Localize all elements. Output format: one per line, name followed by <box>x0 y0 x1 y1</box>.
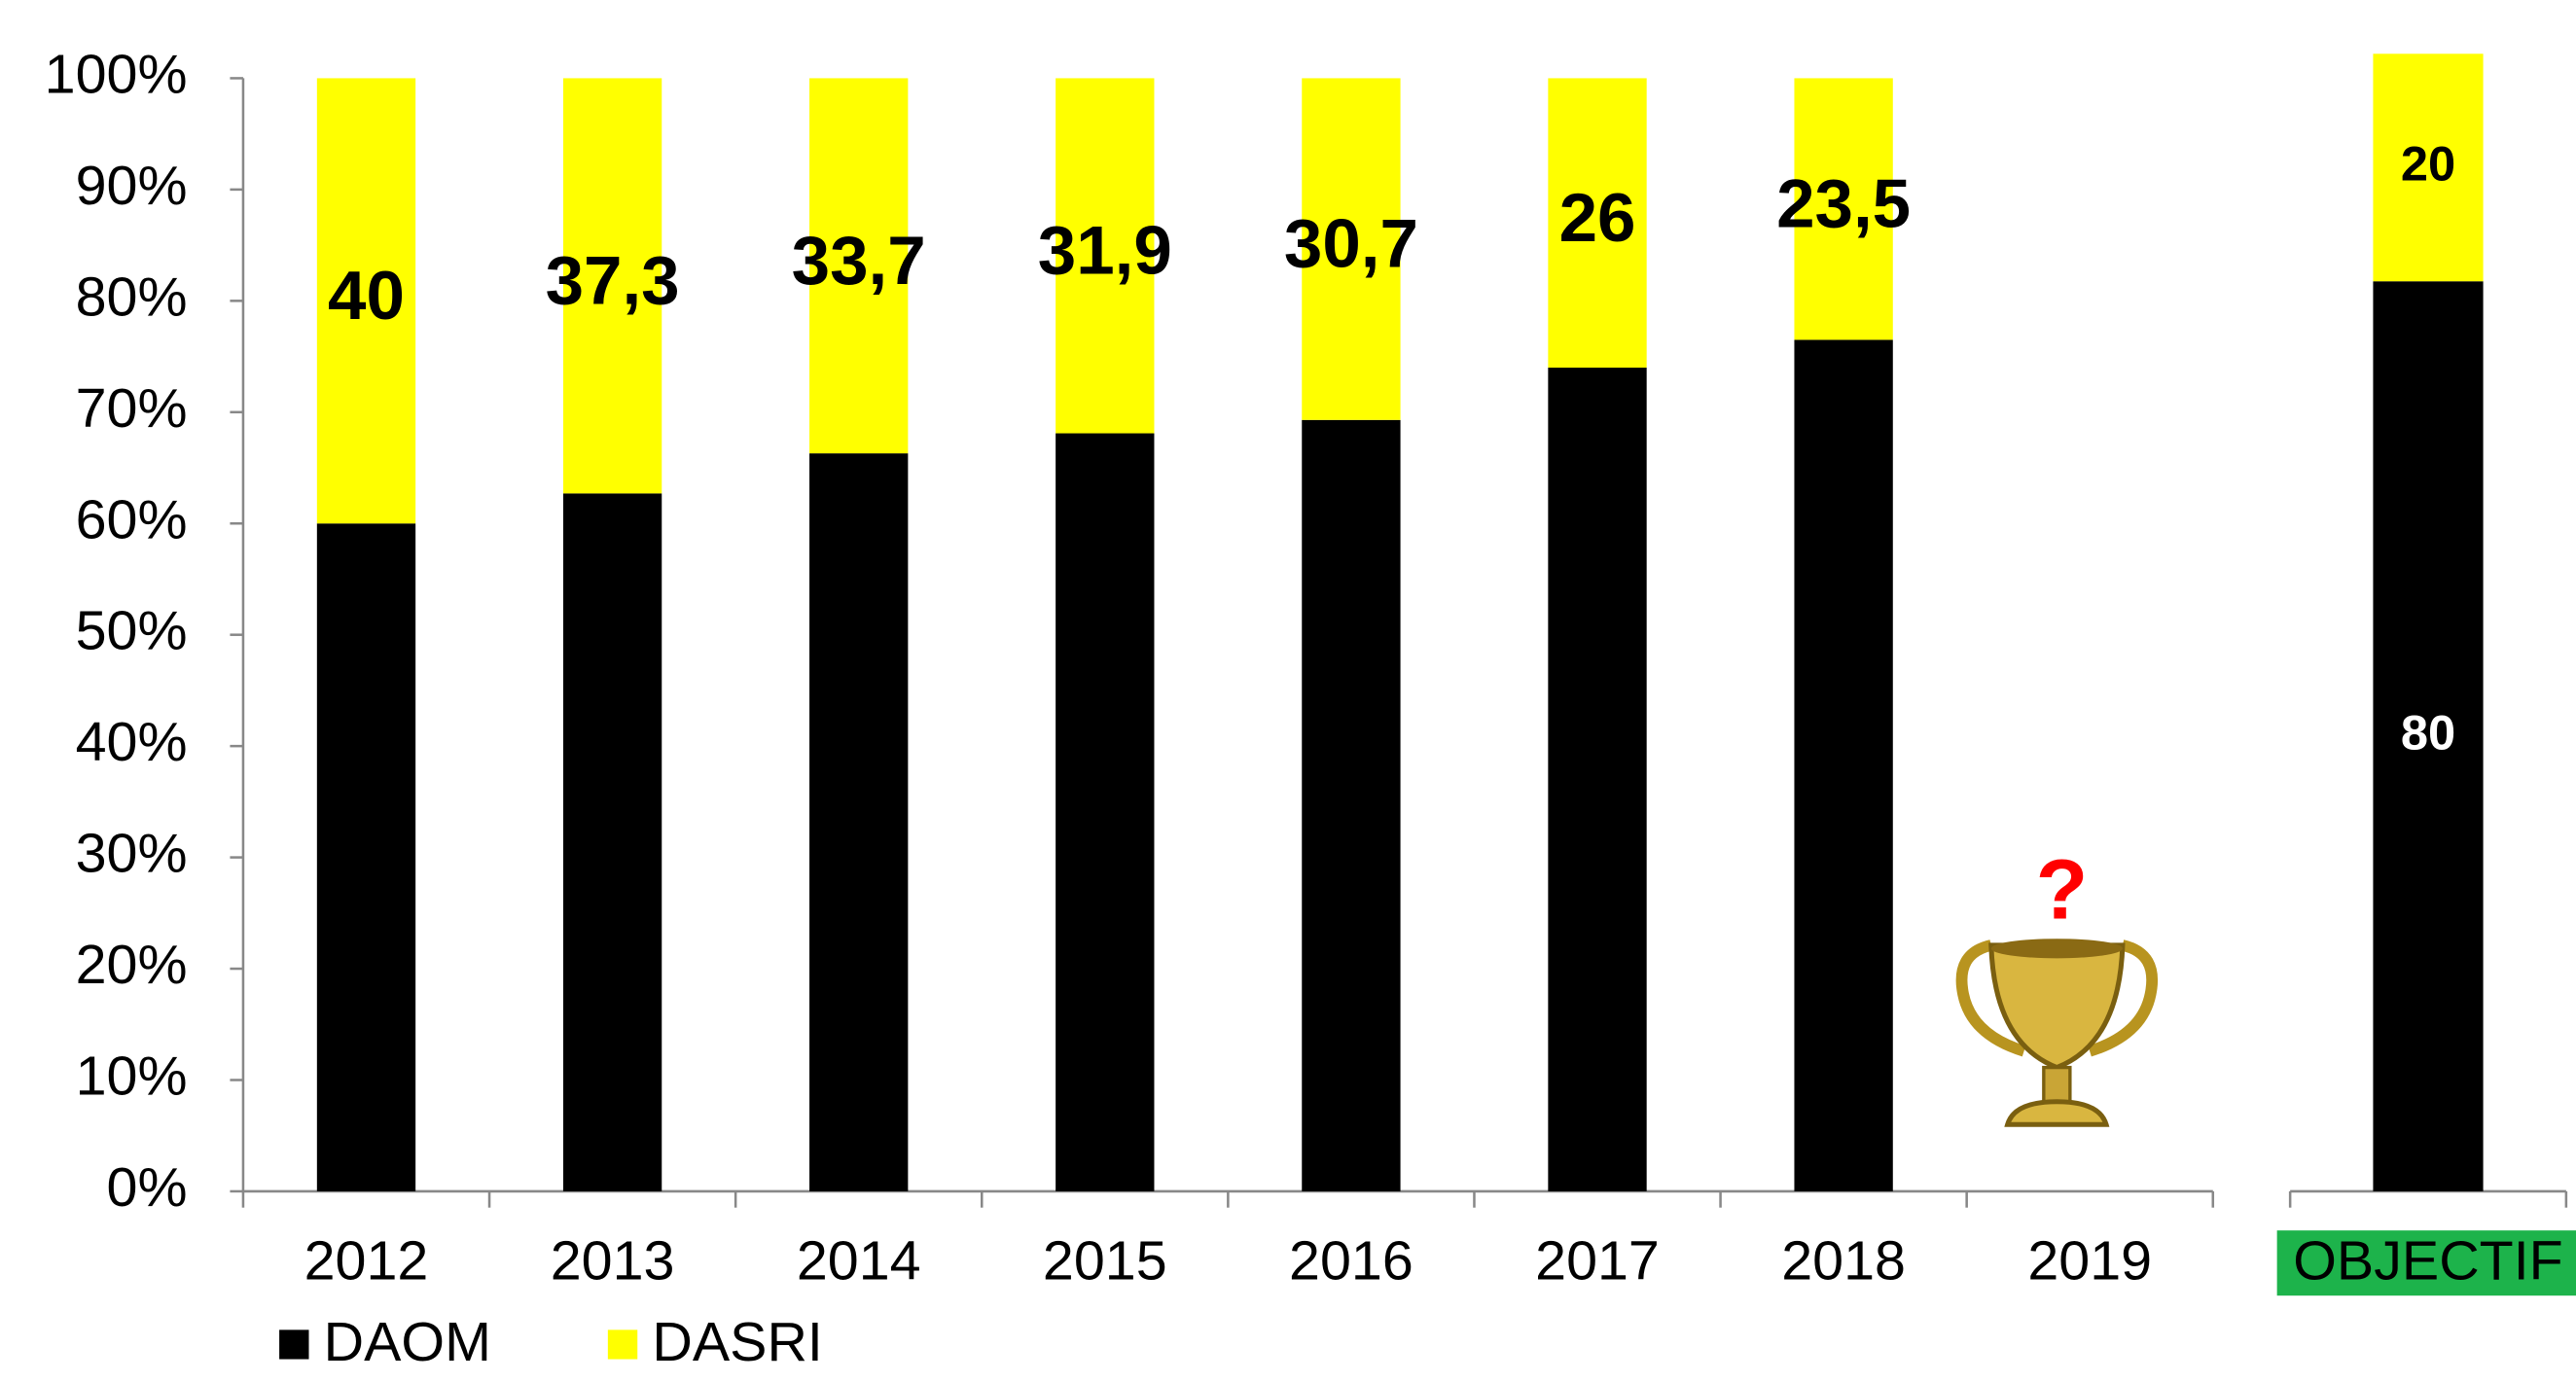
y-tick-label: 0% <box>107 1156 188 1219</box>
y-tick-label: 60% <box>76 488 188 550</box>
data-label: 26 <box>1559 179 1636 256</box>
trophy-base <box>2008 1102 2106 1124</box>
x-tick-label: 2018 <box>1781 1230 1906 1293</box>
x-tick-label: 2014 <box>797 1230 921 1293</box>
x-tick-label: 2012 <box>304 1230 429 1293</box>
data-label: 80 <box>2401 705 2455 761</box>
chart: 0% 10% 20% 30% 40% 50% 60% 70% 80% 90% 100% 2012 40 2… <box>0 0 2576 1382</box>
y-tick-label: 80% <box>76 266 188 329</box>
bar-segment <box>1794 339 1892 1191</box>
trophy-rim <box>1991 939 2123 958</box>
x-tick-label: 2017 <box>1535 1230 1660 1293</box>
data-label: 23,5 <box>1776 165 1911 242</box>
data-label: 31,9 <box>1038 212 1172 289</box>
data-label: 40 <box>328 257 405 334</box>
y-tick-label: 90% <box>76 155 188 217</box>
x-tick-label: 2016 <box>1289 1230 1413 1293</box>
page: 0% 10% 20% 30% 40% 50% 60% 70% 80% 90% 100% 2012 40 2… <box>0 0 2576 1382</box>
bar-segment <box>809 453 908 1191</box>
y-tick-label: 20% <box>76 934 188 996</box>
x-tick-label: 2015 <box>1043 1230 1167 1293</box>
data-label: 37,3 <box>546 242 680 319</box>
bar-segment <box>1302 420 1400 1191</box>
legend-label: DASRI <box>652 1311 822 1373</box>
data-label: 33,7 <box>792 222 926 299</box>
y-tick-label: 30% <box>76 823 188 885</box>
y-tick-label: 10% <box>76 1045 188 1108</box>
y-tick-label: 70% <box>76 377 188 440</box>
legend-swatch <box>608 1329 637 1359</box>
x-tick-label: 2019 <box>2027 1230 2152 1293</box>
bar-segment <box>1055 434 1154 1191</box>
bar-segment <box>1548 368 1646 1191</box>
y-tick-label: 40% <box>76 711 188 773</box>
trophy-stem <box>2044 1068 2070 1104</box>
trophy <box>1962 939 2153 1124</box>
legend-swatch <box>279 1329 308 1359</box>
annotation: ? <box>2036 842 2089 938</box>
y-tick-label: 50% <box>76 600 188 662</box>
bar-segment <box>563 493 662 1191</box>
x-tick-label: 2013 <box>551 1230 675 1293</box>
x-tick-label: OBJECTIF <box>2293 1230 2562 1293</box>
data-label: 30,7 <box>1284 205 1418 282</box>
y-tick-label: 100% <box>45 44 188 106</box>
legend-label: DAOM <box>324 1311 491 1373</box>
data-label: 20 <box>2401 136 2455 192</box>
bar-segment <box>317 523 415 1191</box>
